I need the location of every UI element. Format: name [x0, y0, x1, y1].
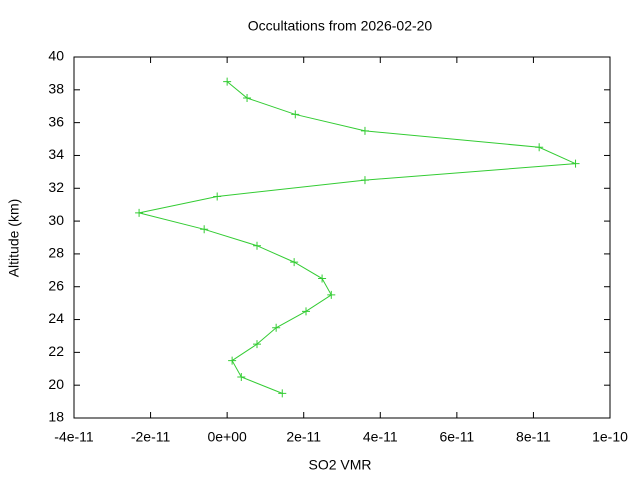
point-marker: [318, 274, 327, 283]
point-marker: [278, 389, 287, 398]
series-line: [138, 81, 576, 394]
point-marker: [253, 340, 262, 349]
y-tick-label: 34: [48, 146, 64, 162]
point-marker: [243, 94, 252, 103]
point-marker: [302, 307, 311, 316]
y-tick-label: 32: [48, 179, 64, 195]
y-tick-label: 40: [48, 48, 64, 64]
point-marker: [290, 258, 299, 267]
x-tick-label: -2e-11: [131, 429, 171, 445]
x-tick-label: 1e-10: [592, 429, 628, 445]
point-marker: [360, 126, 369, 135]
y-tick-label: 28: [48, 245, 64, 261]
point-marker: [535, 143, 544, 152]
point-marker: [571, 159, 580, 168]
y-tick-label: 24: [48, 310, 64, 326]
point-marker: [223, 77, 232, 86]
y-tick-label: 22: [48, 343, 64, 359]
plot-frame: [73, 56, 611, 419]
point-marker: [291, 110, 300, 119]
x-tick-label: 8e-11: [516, 429, 551, 445]
y-tick-label: 38: [48, 81, 64, 97]
x-tick-label: 0e+00: [207, 429, 247, 445]
point-marker: [213, 192, 222, 201]
x-tick-label: 2e-11: [286, 429, 321, 445]
chart-title: Occultations from 2026-02-20: [248, 18, 433, 34]
point-marker: [228, 356, 237, 365]
point-marker: [200, 225, 209, 234]
x-tick-label: 4e-11: [363, 429, 398, 445]
point-marker: [253, 241, 262, 250]
x-tick-label: 6e-11: [439, 429, 474, 445]
x-axis-label: SO2 VMR: [308, 457, 371, 473]
y-axis-label: Altitude (km): [6, 199, 22, 278]
point-marker: [360, 176, 369, 185]
point-marker: [135, 208, 144, 217]
x-tick-label: -4e-11: [54, 429, 94, 445]
y-tick-label: 30: [48, 212, 64, 228]
y-tick-label: 20: [48, 376, 64, 392]
y-tick-label: 18: [48, 409, 64, 425]
y-tick-label: 26: [48, 277, 64, 293]
y-tick-label: 36: [48, 113, 64, 129]
point-marker: [327, 290, 336, 299]
point-marker: [237, 372, 246, 381]
point-marker: [272, 323, 281, 332]
